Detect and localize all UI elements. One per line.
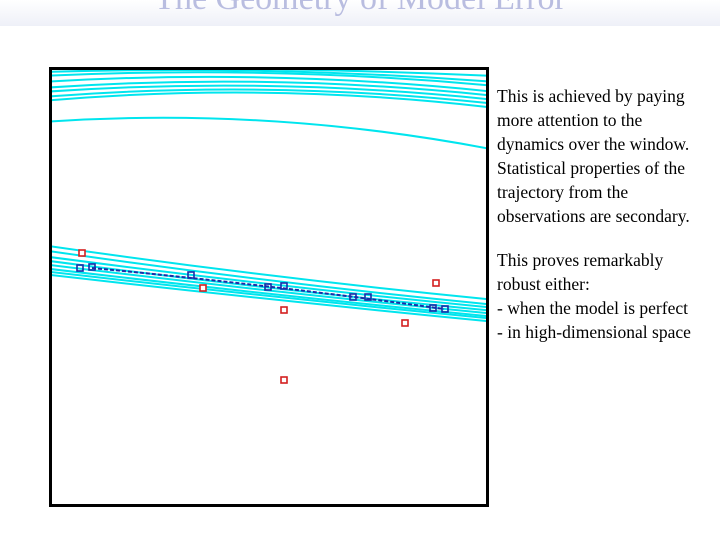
model-state-marker (76, 264, 84, 272)
model-track-line (91, 267, 445, 310)
trajectory-line (52, 91, 486, 108)
model-state-marker (280, 282, 288, 290)
paragraph-1: This is achieved by paying more attention… (497, 84, 720, 228)
observation-marker (78, 249, 86, 257)
upper-trajectory-bundle (52, 70, 486, 150)
trajectory-line (52, 75, 486, 92)
model-state-marker (88, 263, 96, 271)
observation-marker (401, 319, 409, 327)
observation-marker (199, 284, 207, 292)
model-state-marker (429, 304, 437, 312)
model-state-marker (364, 293, 372, 301)
text-line: - in high-dimensional space (497, 322, 691, 342)
observation-marker (432, 279, 440, 287)
text-line: - when the model is perfect (497, 298, 688, 318)
text-line: observations are secondary. (497, 206, 690, 226)
trajectory-line (52, 245, 486, 301)
paragraph-2: This proves remarkably robust either: - wh… (497, 248, 720, 344)
trajectory-figure (49, 67, 489, 507)
trajectory-line (52, 116, 486, 150)
text-line: This is achieved by paying (497, 86, 685, 106)
trajectory-line (52, 71, 486, 87)
text-line: more attention to the (497, 110, 643, 130)
trajectory-line (52, 84, 486, 100)
text-line: robust either: (497, 274, 590, 294)
model-track (91, 267, 445, 310)
text-line: dynamics over the window. (497, 134, 690, 154)
trajectory-line (52, 80, 486, 96)
model-state-marker (349, 293, 357, 301)
observation-marker (280, 376, 288, 384)
trajectory-line (52, 274, 486, 323)
observation-markers (78, 249, 440, 384)
trajectory-line (52, 260, 486, 312)
trajectory-line (52, 88, 486, 104)
trajectory-line (52, 250, 486, 306)
model-state-marker (441, 305, 449, 313)
model-state-marker (187, 271, 195, 279)
trajectory-line (52, 70, 486, 83)
title-band: The Geometry of Model Error (0, 0, 720, 26)
text-line: This proves remarkably (497, 250, 664, 270)
model-state-marker (264, 283, 272, 291)
text-line: trajectory from the (497, 182, 629, 202)
trajectory-line (52, 271, 486, 320)
text-line: Statistical properties of the (497, 158, 686, 178)
slide-title: The Geometry of Model Error (0, 0, 720, 19)
model-state-markers (76, 263, 449, 313)
trajectory-plot (52, 70, 486, 384)
observation-marker (280, 306, 288, 314)
text-column: This is achieved by paying more attention… (497, 84, 720, 364)
trajectory-line (268, 70, 486, 77)
